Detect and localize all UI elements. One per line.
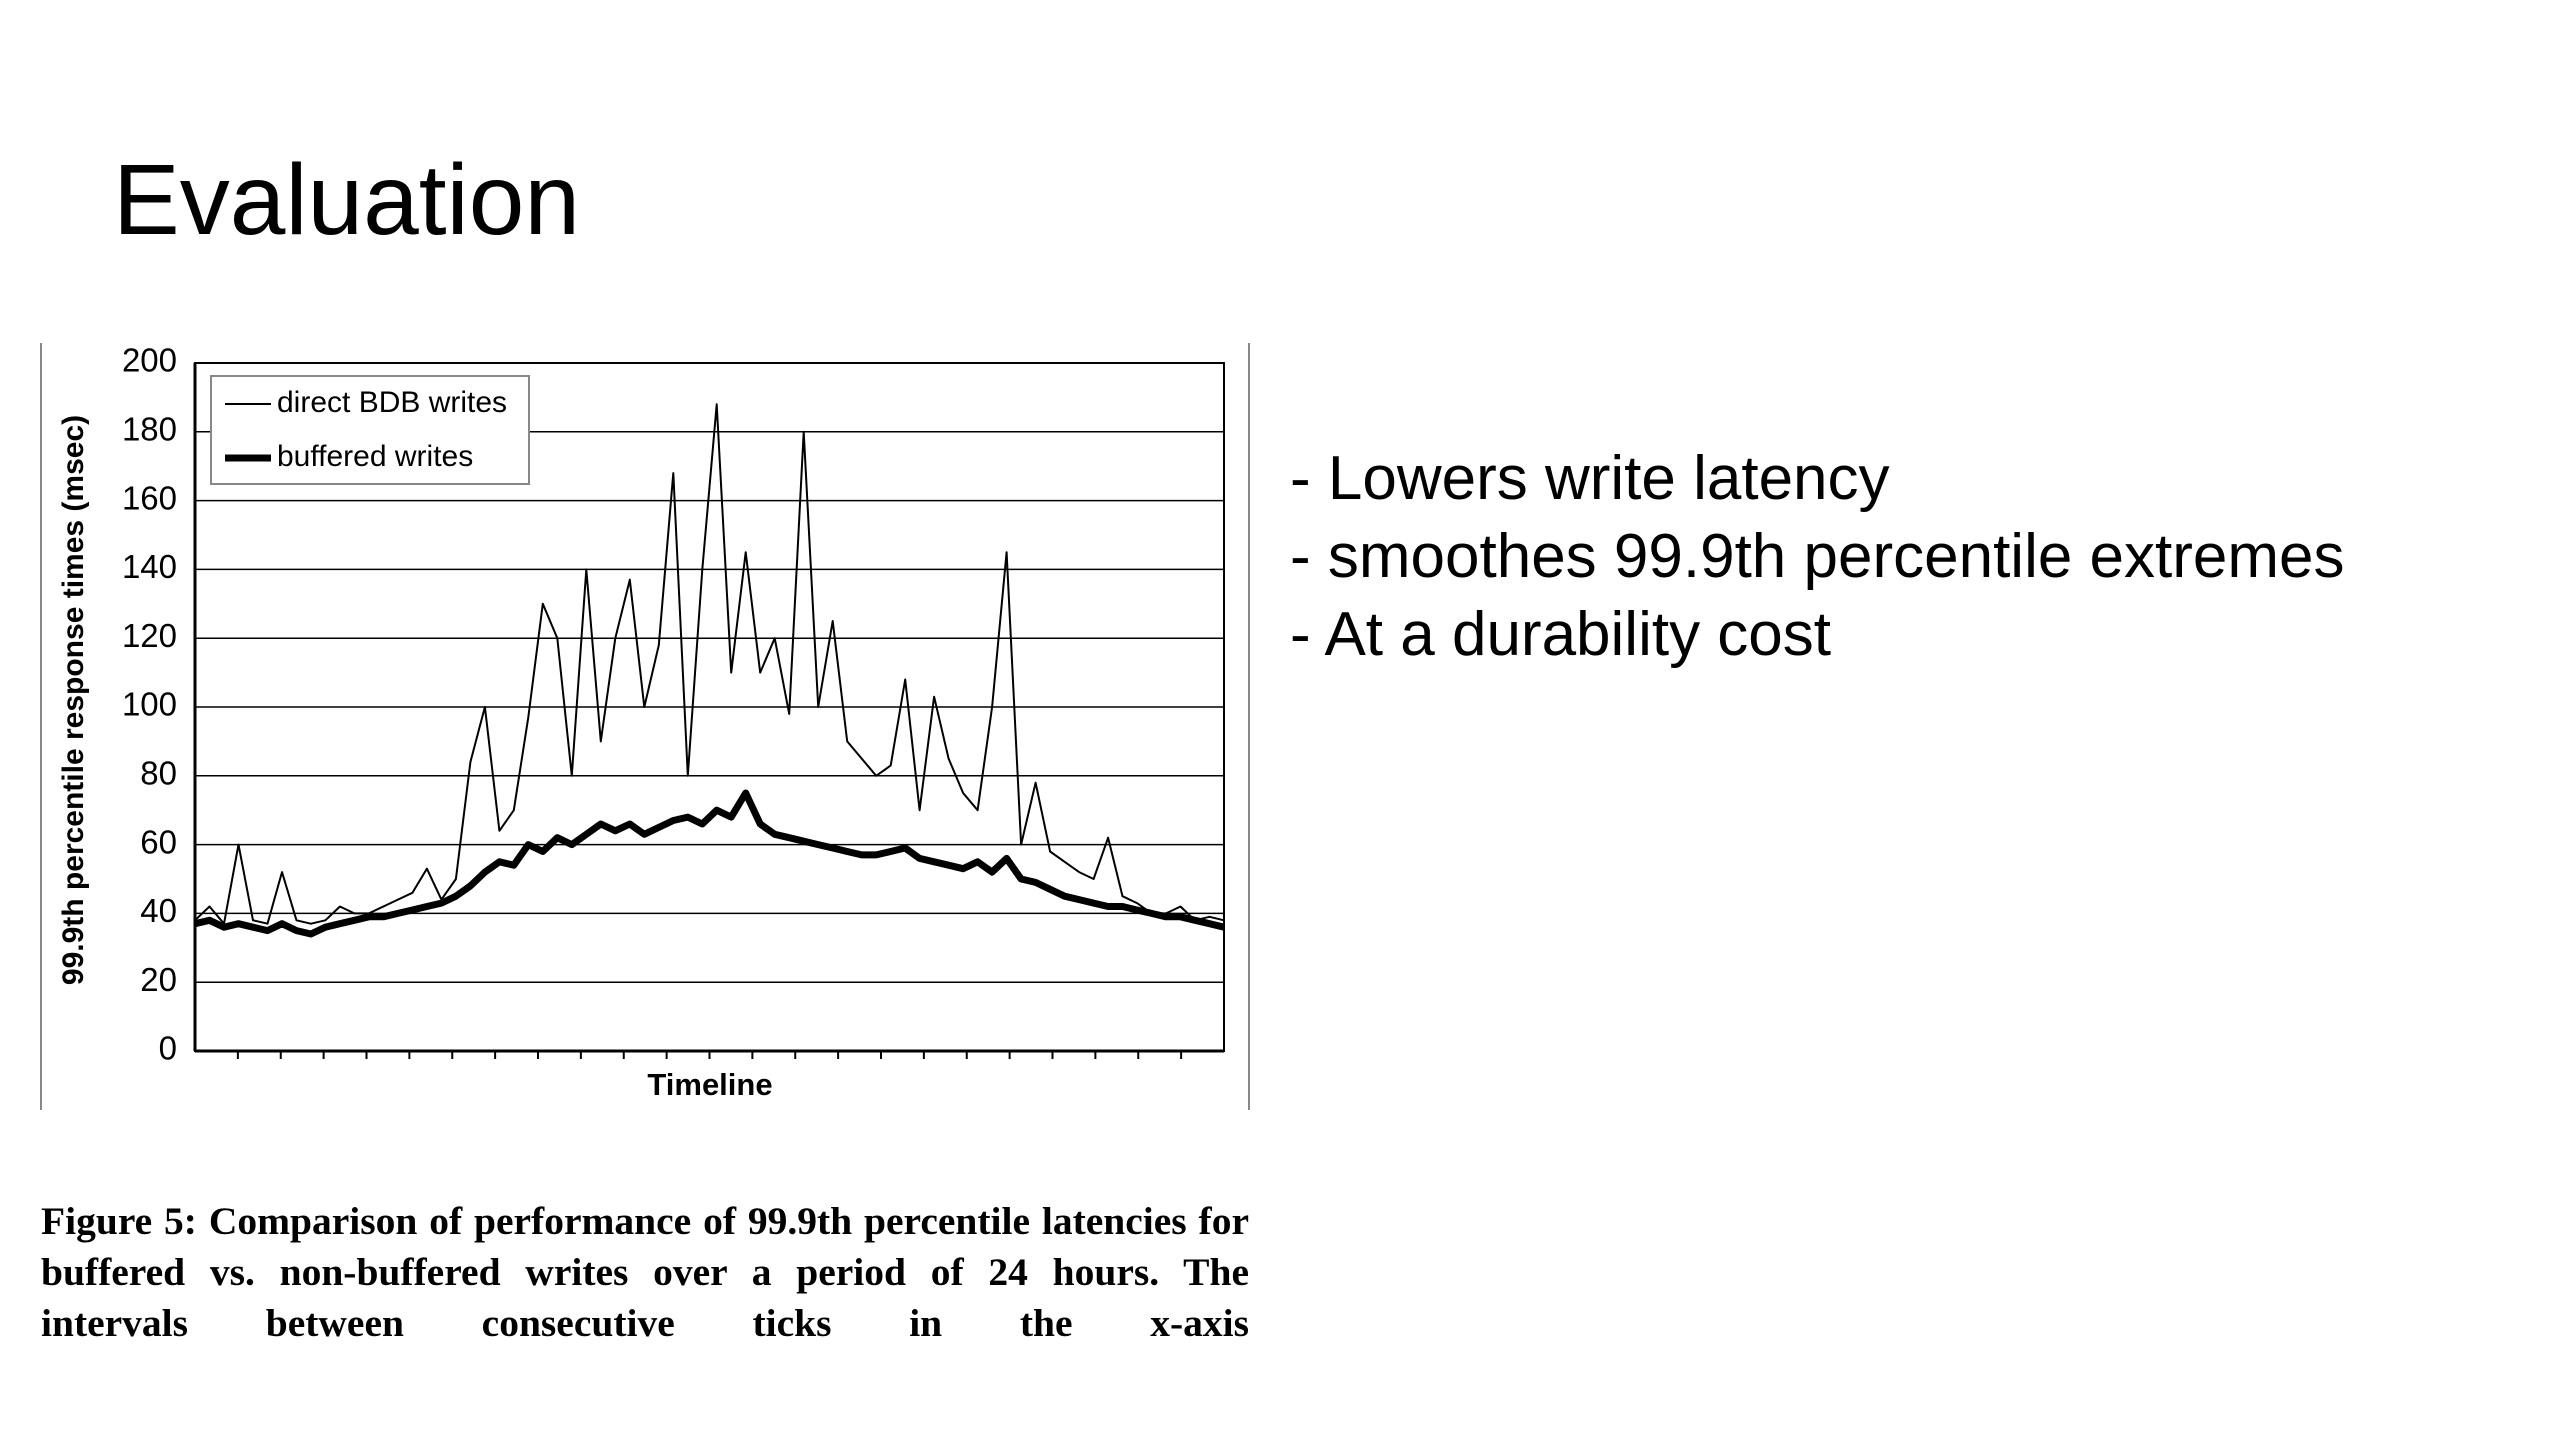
x-axis-label: Timeline [647,1067,772,1102]
y-tick-label: 100 [122,686,177,723]
y-tick-label: 160 [122,479,177,516]
y-axis-label: 99.9th percentile response times (msec) [57,415,90,985]
y-tick-label: 0 [159,1030,177,1067]
legend-label: direct BDB writes [277,386,507,419]
y-tick-label: 80 [140,755,177,792]
y-tick-label: 120 [122,617,177,654]
series-line [194,403,1225,925]
slide-title: Evaluation [113,144,580,256]
y-tick-label: 40 [140,892,177,929]
y-tick-label: 200 [122,342,177,379]
legend-box [210,375,530,485]
figure-caption: Figure 5: Comparison of performance of 9… [41,1199,1249,1345]
legend-label: buffered writes [277,440,473,473]
y-tick-label: 140 [122,548,177,585]
chart: Timeline 99.9th percentile response time… [40,342,1250,1110]
bullet: - smoothes 99.9th percentile extremes [1290,522,2345,591]
bullet-list: - Lowers write latency - smoothes 99.9th… [1290,440,2345,674]
y-tick-label: 20 [140,961,177,998]
bullet: - At a durability cost [1290,600,1832,669]
series-line [194,789,1225,938]
y-tick-label: 60 [140,823,177,860]
y-tick-label: 180 [122,411,177,448]
bullet: - Lowers write latency [1290,444,1890,513]
